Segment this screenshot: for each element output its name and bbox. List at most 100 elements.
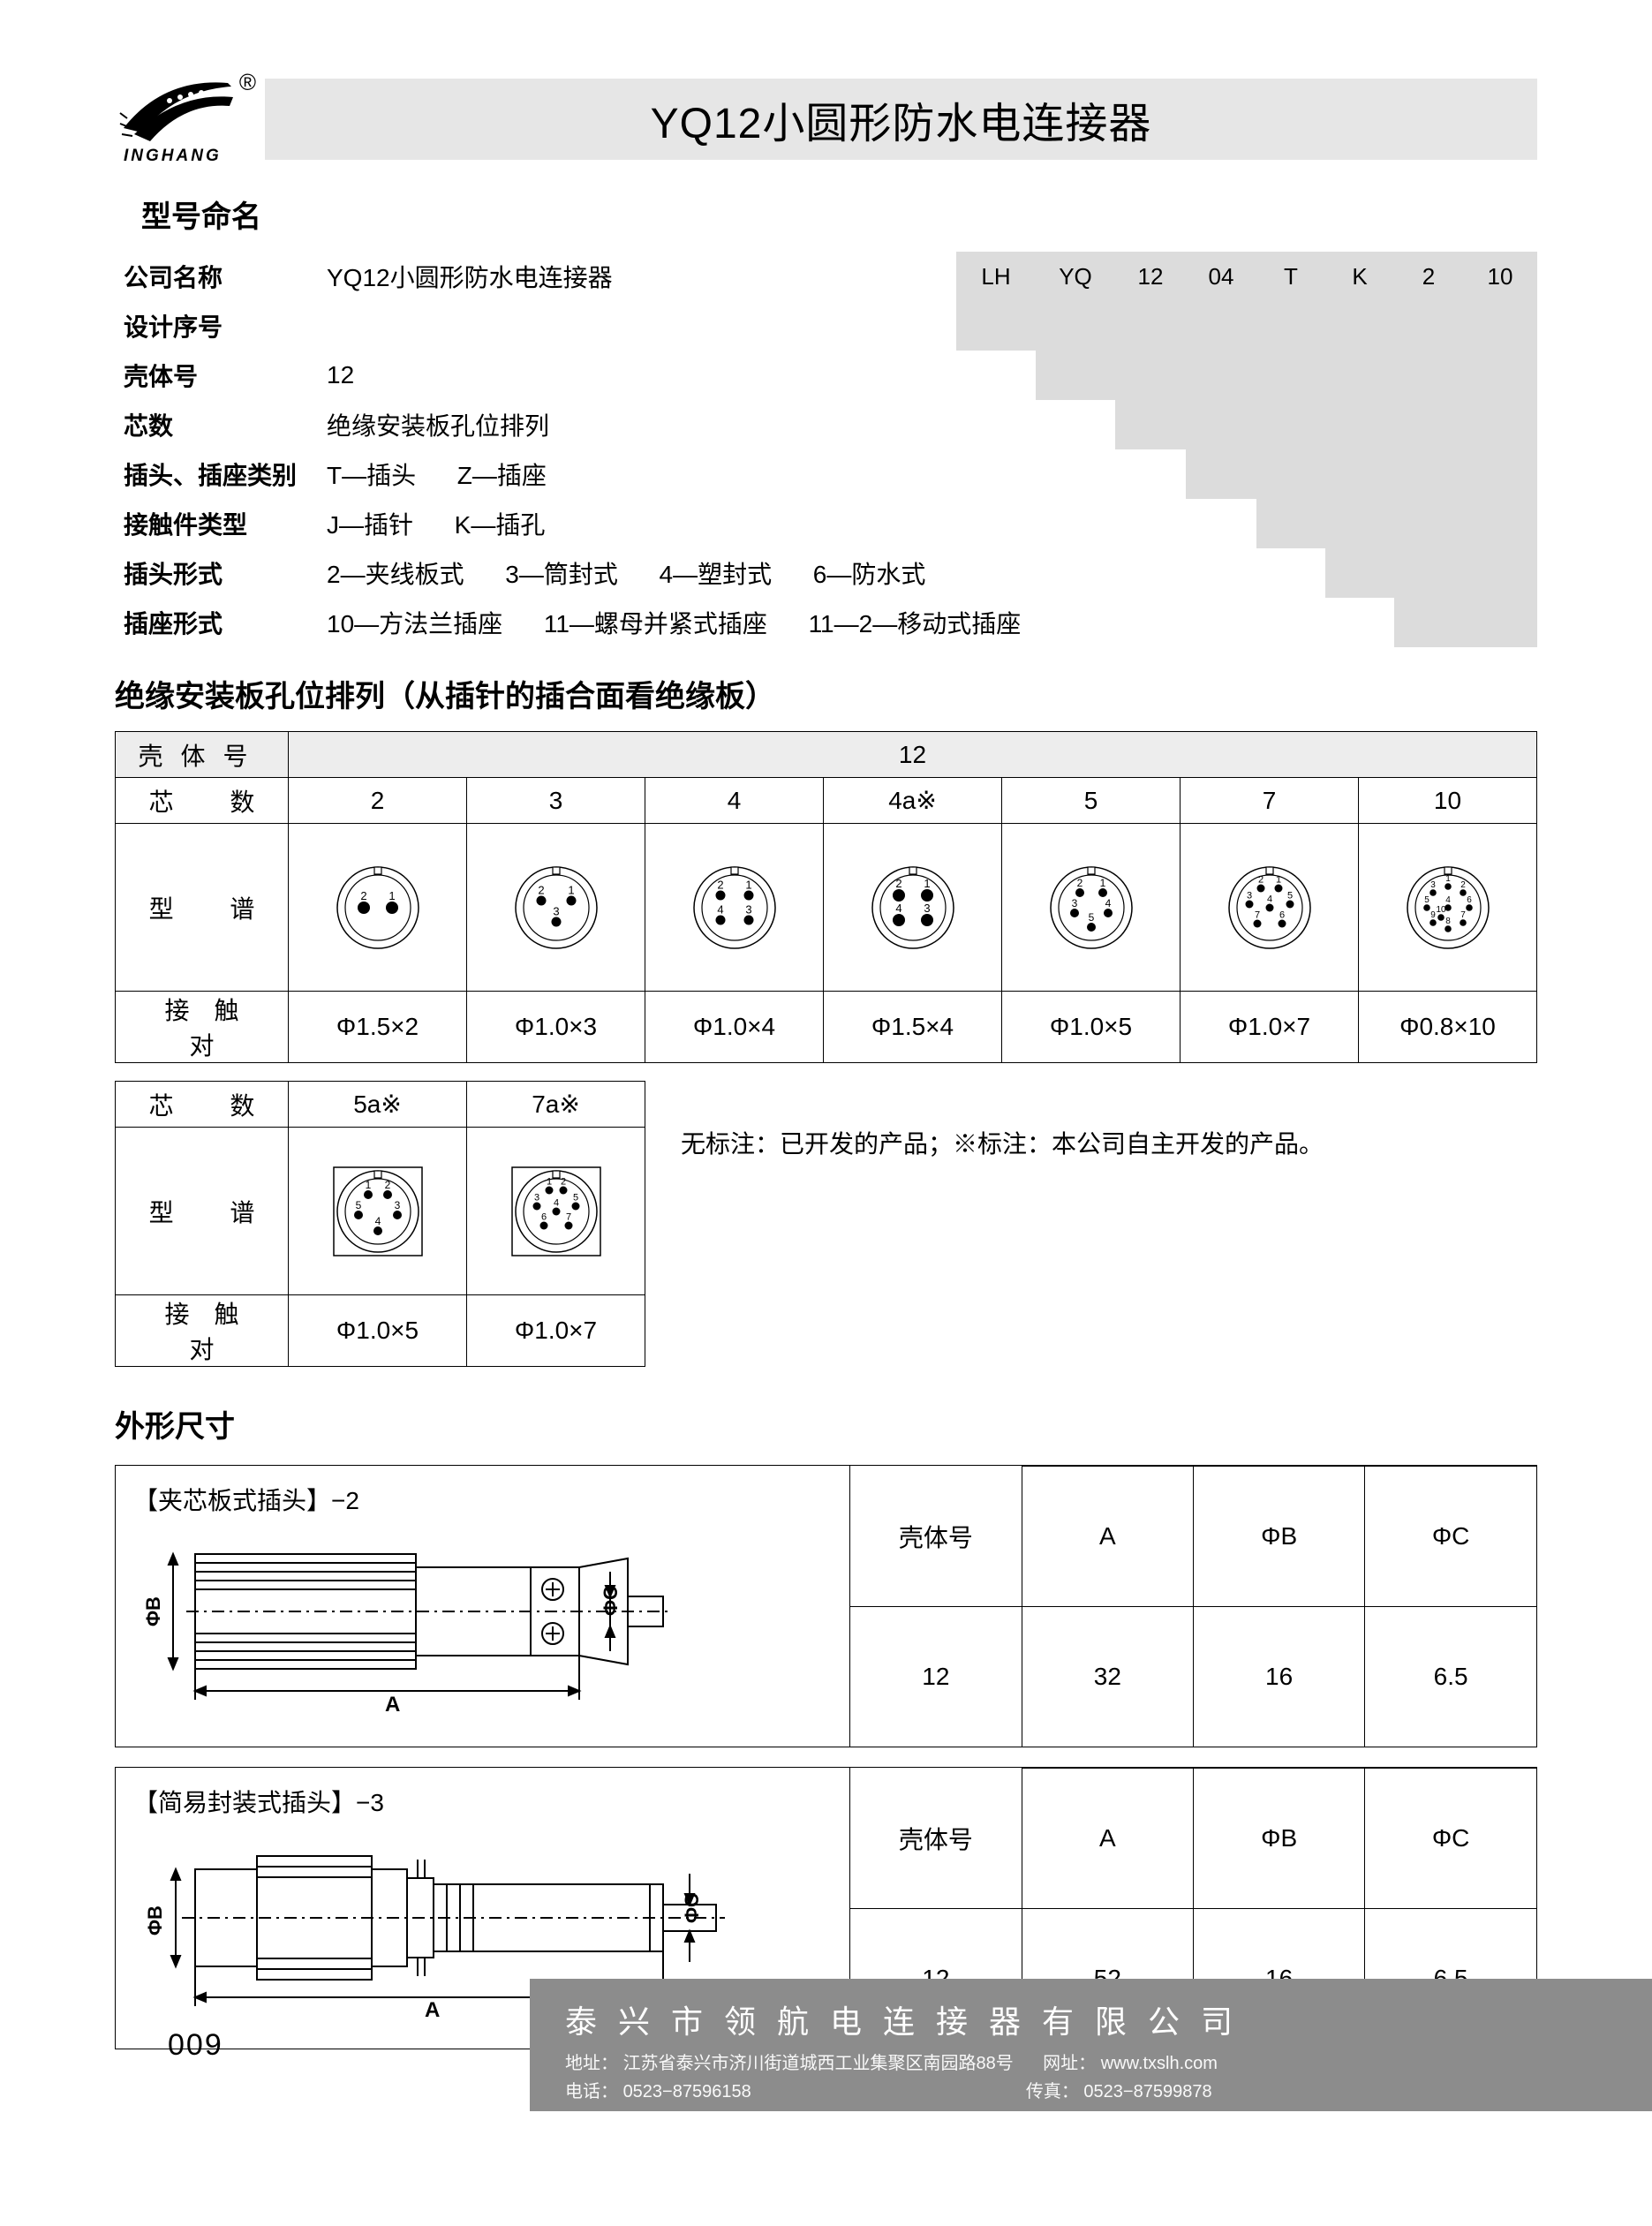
naming-stair	[1325, 449, 1394, 499]
dim-title: 【简易封装式插头】−3	[133, 1784, 832, 1819]
svg-text:1: 1	[365, 1179, 371, 1191]
dim-val: 32	[1022, 1606, 1193, 1747]
naming-label: 芯数	[115, 400, 318, 449]
naming-row: 插头形式2—夹线板式 3—筒封式 4—塑封式 6—防水式	[115, 548, 1537, 598]
naming-stair	[1115, 351, 1186, 400]
naming-block: 公司名称YQ12小圆形防水电连接器LHYQ1204TK210设计序号壳体号12芯…	[115, 252, 1537, 647]
naming-row: 设计序号	[115, 301, 1537, 351]
pin-contact: Φ1.0×5	[289, 1295, 467, 1367]
naming-label: 壳体号	[115, 351, 318, 400]
svg-text:3: 3	[1430, 880, 1436, 890]
dim-col: 壳体号	[850, 1467, 1022, 1607]
pin-core: 5	[1002, 778, 1181, 824]
svg-text:A: A	[385, 1693, 400, 1717]
naming-value: 2—夹线板式 3—筒封式 4—塑封式 6—防水式	[318, 548, 1325, 598]
svg-text:1: 1	[1445, 874, 1451, 884]
pin-table-2: 芯 数5a※7a※型 谱125341234567接触对Φ1.0×5Φ1.0×7	[115, 1081, 645, 1367]
naming-stair	[1256, 400, 1325, 449]
svg-text:2: 2	[384, 1179, 390, 1191]
svg-text:3: 3	[1071, 897, 1077, 909]
pin-cores-label: 芯 数	[116, 1082, 289, 1128]
dim-title: 【夹芯板式插头】−2	[133, 1482, 832, 1517]
dim-drawing: 【夹芯板式插头】−2 A ΦB ΦC	[116, 1466, 850, 1747]
naming-stair	[1036, 301, 1115, 351]
svg-text:10: 10	[1436, 905, 1446, 915]
naming-stair	[1256, 351, 1325, 400]
svg-text:3: 3	[394, 1199, 400, 1211]
svg-text:1: 1	[745, 878, 751, 891]
dimension-blocks: 【夹芯板式插头】−2 A ΦB ΦC 壳体号AΦBΦC1232166.5 【简易封…	[115, 1465, 1537, 2049]
naming-stair	[1256, 301, 1325, 351]
pin-core: 4a※	[824, 778, 1002, 824]
svg-text:4: 4	[553, 1197, 558, 1208]
pin-contact: Φ1.0×7	[1181, 992, 1359, 1063]
pin-contact: Φ0.8×10	[1359, 992, 1537, 1063]
dim-table: 壳体号AΦBΦC1232166.5	[850, 1466, 1536, 1747]
brand-logo: ® INGHANG	[115, 71, 247, 168]
footer-addr-val: 江苏省泰兴市济川街道城西工业集聚区南园路88号	[623, 2054, 1014, 2073]
svg-text:2: 2	[538, 883, 544, 896]
naming-stair	[1463, 400, 1537, 449]
naming-stair	[1325, 548, 1394, 598]
naming-stair	[1394, 400, 1463, 449]
naming-stair	[1186, 301, 1256, 351]
naming-stair	[1256, 499, 1325, 548]
svg-text:2: 2	[1076, 877, 1082, 889]
pin-contact: Φ1.0×7	[467, 1295, 645, 1367]
svg-text:2: 2	[717, 878, 723, 891]
pin-contact: Φ1.0×3	[467, 992, 645, 1063]
naming-label: 接触件类型	[115, 499, 318, 548]
pin-cores-label: 芯 数	[116, 778, 289, 824]
svg-text:9: 9	[1430, 910, 1436, 920]
svg-text:3: 3	[745, 902, 751, 916]
naming-stair	[1115, 400, 1186, 449]
pin-figure: 12534	[289, 1128, 467, 1295]
svg-text:6: 6	[1279, 909, 1284, 920]
dim-val: 16	[1194, 1606, 1365, 1747]
svg-text:2: 2	[895, 877, 901, 890]
dim-col: A	[1022, 1769, 1193, 1909]
section-dimensions: 外形尺寸	[115, 1402, 1537, 1445]
naming-stair	[1463, 598, 1537, 647]
logo-text: INGHANG	[124, 147, 222, 166]
naming-code: T	[1256, 252, 1325, 301]
naming-stair	[1394, 351, 1463, 400]
naming-stair	[1325, 351, 1394, 400]
pin-shell-label: 壳体号	[116, 732, 289, 778]
naming-code: 12	[1115, 252, 1186, 301]
footer-band: 泰兴市领航电连接器有限公司 地址： 江苏省泰兴市济川街道城西工业集聚区南园路88…	[530, 1979, 1652, 2111]
naming-value: YQ12小圆形防水电连接器	[318, 252, 956, 301]
naming-label: 插头形式	[115, 548, 318, 598]
pin-core: 5a※	[289, 1082, 467, 1128]
footer-addr: 地址： 江苏省泰兴市济川街道城西工业集聚区南园路88号 网址： www.txsl…	[565, 2049, 1617, 2078]
naming-row: 插头、插座类别T—插头 Z—插座	[115, 449, 1537, 499]
naming-stair	[1036, 351, 1115, 400]
naming-label: 公司名称	[115, 252, 318, 301]
footer-fax-val: 0523−87599878	[1083, 2082, 1211, 2101]
naming-row: 公司名称YQ12小圆形防水电连接器LHYQ1204TK210	[115, 252, 1537, 301]
naming-stair	[1394, 449, 1463, 499]
pin-figure: 2143	[645, 824, 824, 992]
naming-stair	[1394, 301, 1463, 351]
naming-value: J—插针 K—插孔	[318, 499, 1256, 548]
pin-core: 3	[467, 778, 645, 824]
pin-contact-label: 接触对	[116, 1295, 289, 1367]
footer-tel-val: 0523−87596158	[623, 2082, 751, 2101]
svg-text:1: 1	[1099, 877, 1105, 889]
naming-code: 2	[1394, 252, 1463, 301]
pin-figure: 1234567	[467, 1128, 645, 1295]
pin-contact: Φ1.0×4	[645, 992, 824, 1063]
pin-core: 4	[645, 778, 824, 824]
pin-contact: Φ1.5×2	[289, 992, 467, 1063]
footer-web-val: www.txslh.com	[1101, 2054, 1218, 2073]
svg-text:ΦC: ΦC	[681, 1893, 703, 1923]
naming-stair	[956, 301, 1036, 351]
header: ® INGHANG YQ12小圆形防水电连接器	[115, 71, 1537, 168]
naming-value: 12	[318, 351, 1036, 400]
svg-text:1: 1	[388, 889, 395, 902]
naming-value: 绝缘安装板孔位排列	[318, 400, 1115, 449]
pin-figure: 2134576	[1181, 824, 1359, 992]
naming-code: 10	[1463, 252, 1537, 301]
footer-addr-label: 地址：	[565, 2054, 618, 2073]
svg-text:1: 1	[568, 883, 574, 896]
